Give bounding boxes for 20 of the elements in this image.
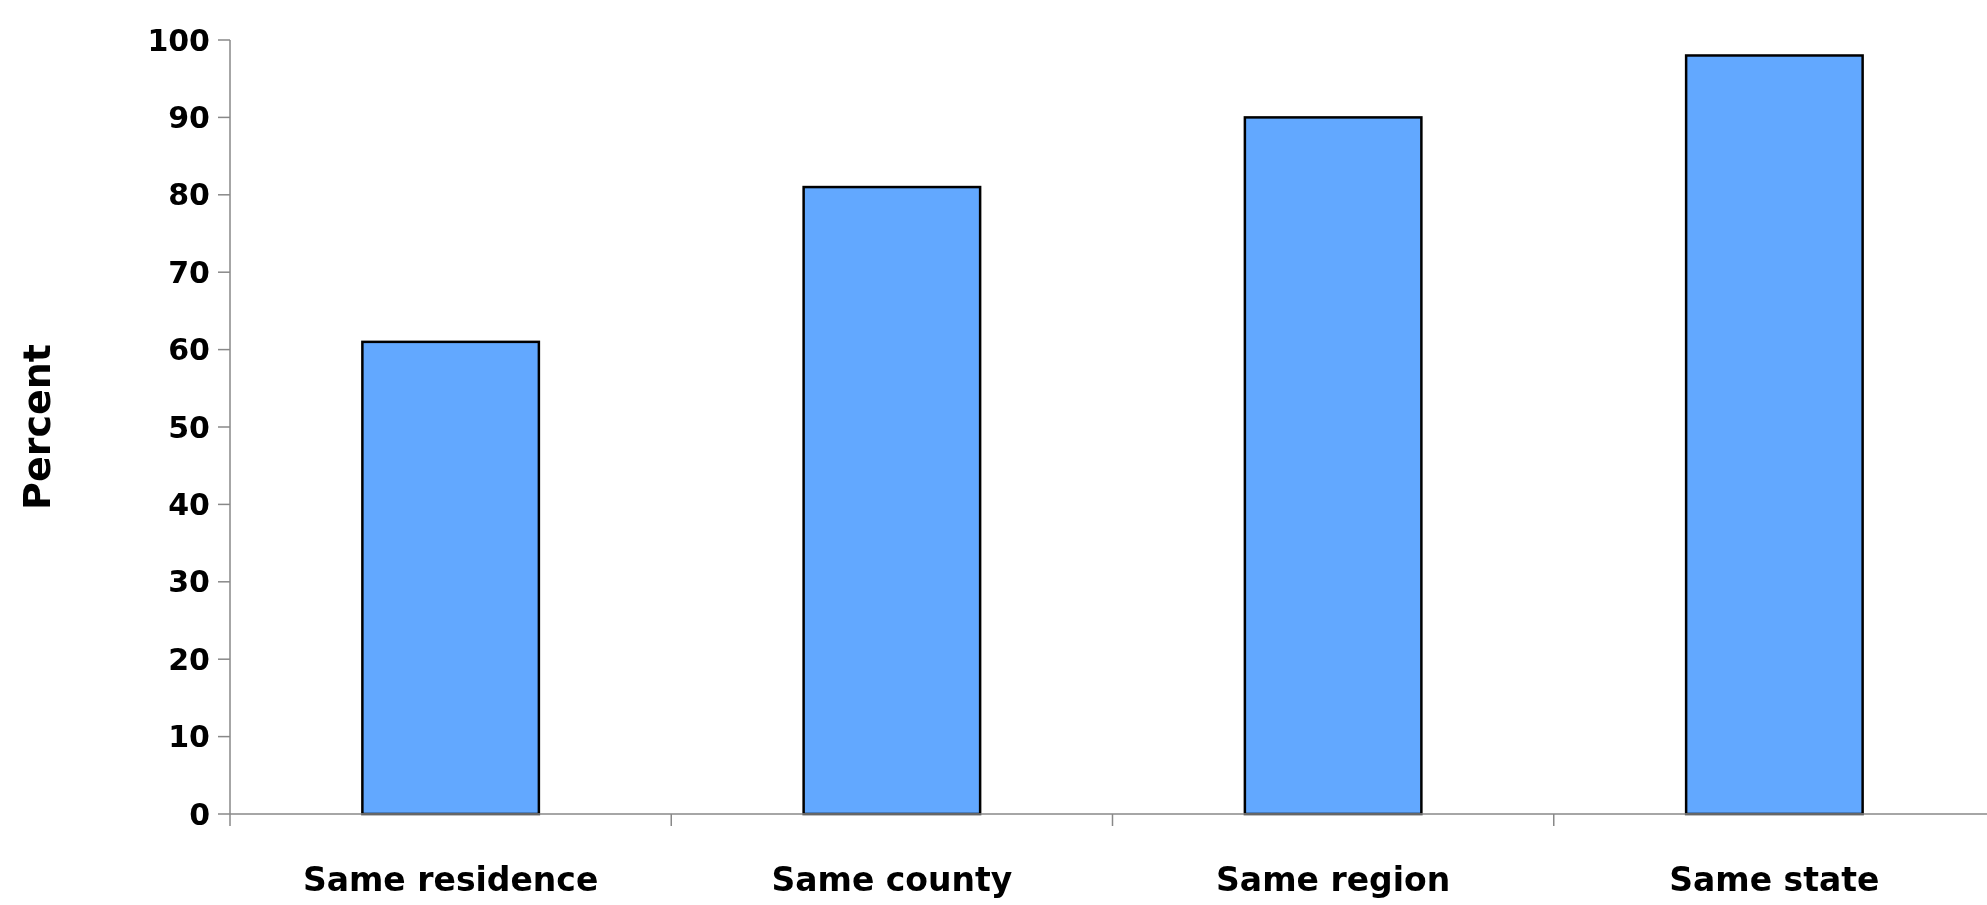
y-tick-label: 50 [168,409,210,445]
y-tick-label: 90 [168,99,210,135]
bar [1243,116,1423,816]
y-tick-label: 70 [168,254,210,290]
bar [1684,54,1864,816]
y-tick-label: 10 [168,719,210,755]
x-tick-label: Same county [771,860,1013,899]
y-tick-label: 20 [168,641,210,677]
x-tick-label: Same state [1669,860,1880,899]
y-tick-label: 100 [147,22,210,58]
y-tick-label: 30 [168,564,210,600]
bar [802,185,982,816]
x-tick-label: Same residence [302,860,599,899]
bar [361,340,541,816]
x-tick-label: Same region [1216,860,1451,899]
y-tick-label: 80 [168,177,210,213]
y-axis-title: Percent [15,344,59,510]
y-tick-label: 40 [168,486,210,522]
y-tick-label: 60 [168,332,210,368]
y-tick-label: 0 [189,796,210,832]
